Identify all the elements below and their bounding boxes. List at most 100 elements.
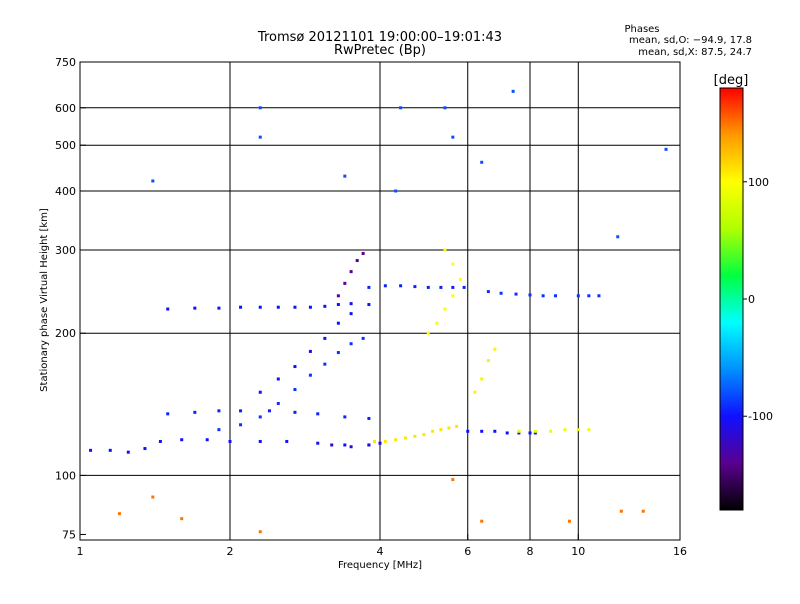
data-point <box>413 285 417 289</box>
x-tick-label: 10 <box>571 545 585 558</box>
data-point <box>480 160 484 164</box>
data-point <box>394 189 398 193</box>
data-point <box>505 431 509 435</box>
data-point <box>343 174 347 178</box>
data-point <box>413 434 417 438</box>
scatter-points <box>89 89 668 534</box>
phases-o-line: mean, sd,O: −94.9, 17.8 <box>629 35 752 46</box>
data-point <box>399 284 403 288</box>
data-point <box>323 336 327 340</box>
colorbar: [deg] 100 0 -100 <box>714 73 773 511</box>
data-point <box>258 305 262 309</box>
data-point <box>435 321 439 325</box>
data-point <box>316 412 320 416</box>
data-point <box>447 426 451 430</box>
data-point <box>473 390 477 394</box>
data-point <box>486 359 490 363</box>
data-point <box>403 436 407 440</box>
x-tick-label: 4 <box>377 545 384 558</box>
data-point <box>239 305 243 309</box>
data-point <box>641 509 645 513</box>
data-point <box>664 147 668 151</box>
data-point <box>443 106 447 110</box>
data-point <box>451 135 455 139</box>
data-point <box>308 305 312 309</box>
data-point <box>323 304 327 308</box>
data-point <box>166 307 170 311</box>
data-point <box>330 443 334 447</box>
data-point <box>493 347 497 351</box>
data-point <box>336 303 340 307</box>
data-point <box>276 401 280 405</box>
data-point <box>422 433 426 437</box>
x-tick-label: 6 <box>464 545 471 558</box>
data-point <box>143 447 147 451</box>
data-point <box>217 409 221 413</box>
data-point <box>355 259 359 263</box>
data-point <box>619 509 623 513</box>
data-point <box>258 390 262 394</box>
data-point <box>431 429 435 433</box>
y-tick-label: 400 <box>55 185 76 198</box>
data-point <box>528 431 532 435</box>
data-point <box>367 303 371 307</box>
data-point <box>466 429 470 433</box>
data-point <box>336 321 340 325</box>
data-point <box>336 294 340 298</box>
data-point <box>151 179 155 183</box>
data-point <box>293 305 297 309</box>
data-point <box>514 292 518 296</box>
data-point <box>383 439 387 443</box>
data-point <box>285 439 289 443</box>
data-point <box>576 294 580 298</box>
data-point <box>293 410 297 414</box>
data-point <box>367 285 371 289</box>
data-point <box>205 438 209 442</box>
y-axis-label: Stationary phase Virtual Height [km] <box>39 208 50 392</box>
data-point <box>378 441 382 445</box>
x-tick-label: 2 <box>227 545 234 558</box>
data-point <box>541 294 545 298</box>
data-point <box>239 423 243 427</box>
chart-title: Tromsø 20121101 19:00:00–19:01:43 <box>257 30 502 45</box>
data-point <box>439 428 443 432</box>
colorbar-gradient <box>719 87 744 511</box>
data-point <box>394 438 398 442</box>
x-axis-ticks: 1 2 4 6 8 10 16 <box>77 534 687 558</box>
data-point <box>480 377 484 381</box>
data-point <box>258 415 262 419</box>
data-point <box>323 362 327 366</box>
data-point <box>343 443 347 447</box>
data-point <box>180 438 184 442</box>
data-point <box>563 428 567 432</box>
data-point <box>486 290 490 294</box>
y-tick-label: 600 <box>55 102 76 115</box>
data-point <box>228 439 232 443</box>
data-point <box>517 429 521 433</box>
data-point <box>493 429 497 433</box>
y-tick-label: 750 <box>55 56 76 69</box>
data-point <box>193 410 197 414</box>
data-point <box>349 445 353 449</box>
data-point <box>151 495 155 499</box>
data-point <box>451 285 455 289</box>
data-point <box>426 331 430 335</box>
x-axis-label: Frequency [MHz] <box>338 560 422 571</box>
data-point <box>158 439 162 443</box>
data-point <box>383 284 387 288</box>
data-point <box>439 285 443 289</box>
data-point <box>308 373 312 377</box>
data-point <box>462 285 466 289</box>
y-tick-label: 200 <box>55 327 76 340</box>
data-point <box>451 294 455 298</box>
colorbar-tick-label: 0 <box>748 293 755 306</box>
data-point <box>343 415 347 419</box>
data-point <box>343 281 347 285</box>
data-point <box>587 294 591 298</box>
phases-heading: Phases <box>624 24 659 35</box>
data-point <box>316 441 320 445</box>
phases-x-line: mean, sd,X: 87.5, 24.7 <box>638 47 752 58</box>
data-point <box>193 306 197 310</box>
data-point <box>336 351 340 355</box>
